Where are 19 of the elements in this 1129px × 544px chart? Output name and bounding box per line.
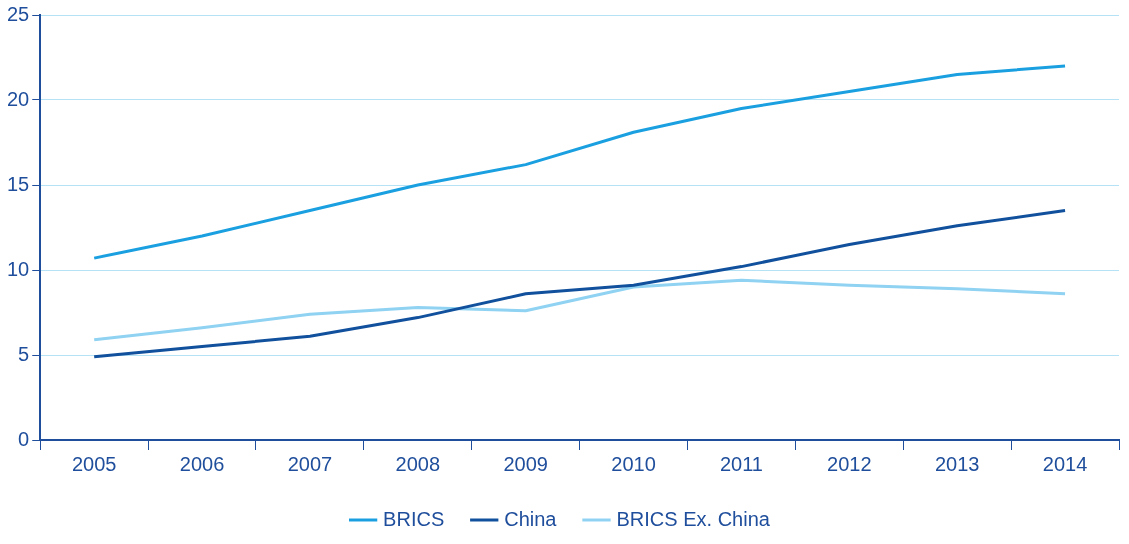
x-tick-label: 2007 — [287, 452, 333, 475]
x-tick-label: 2010 — [611, 452, 656, 475]
y-tick-label: 5 — [18, 342, 30, 365]
x-tick-label: 2013 — [934, 452, 980, 475]
legend-label: BRICS — [383, 507, 445, 530]
x-tick-label: 2011 — [719, 452, 763, 475]
legend-label: China — [504, 507, 558, 530]
x-tick-label: 2006 — [179, 452, 225, 475]
legend-label: BRICS Ex. China — [616, 507, 771, 530]
y-tick-label: 15 — [7, 172, 30, 195]
x-tick-label: 2012 — [827, 452, 872, 475]
y-tick-label: 25 — [7, 2, 30, 25]
y-tick-label: 10 — [7, 257, 30, 280]
y-tick-label: 0 — [18, 427, 30, 450]
x-tick-label: 2014 — [1042, 452, 1088, 475]
x-tick-label: 2005 — [71, 452, 117, 475]
x-tick-label: 2008 — [395, 452, 441, 475]
y-tick-label: 20 — [7, 87, 30, 110]
x-tick-label: 2009 — [503, 452, 548, 475]
